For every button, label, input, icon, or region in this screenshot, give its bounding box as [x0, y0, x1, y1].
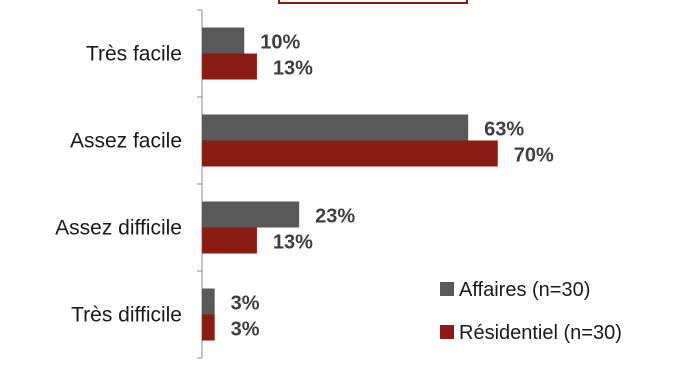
category-label: Assez facile — [70, 130, 182, 153]
data-label: 23% — [315, 206, 355, 228]
bar-residentiel — [202, 314, 215, 341]
category-label: Assez difficile — [55, 217, 182, 240]
labels-layer: Très facile 10% 13% Assez facile 63% 70% Assez… — [55, 32, 554, 341]
bar-affaires — [202, 27, 245, 54]
axis-layer — [197, 9, 203, 359]
bars-layer — [202, 27, 498, 341]
data-label: 63% — [484, 119, 524, 141]
data-label: 13% — [273, 232, 313, 254]
category-label: Très facile — [86, 43, 182, 66]
data-label: 10% — [260, 32, 300, 54]
data-label: 13% — [273, 58, 313, 80]
category-label: Très difficile — [71, 304, 182, 327]
bar-residentiel — [202, 140, 498, 167]
bar-affaires — [202, 288, 215, 315]
legend-label: Résidentiel (n=30) — [459, 322, 622, 344]
cropped-title-box — [278, 0, 468, 4]
legend-label: Affaires (n=30) — [459, 279, 590, 301]
bar-residentiel — [202, 227, 257, 254]
legend-swatch — [440, 325, 454, 339]
legend: Affaires (n=30) Résidentiel (n=30) — [440, 279, 622, 344]
legend-swatch — [440, 282, 454, 296]
bar-affaires — [202, 201, 300, 228]
bar-residentiel — [202, 53, 257, 80]
data-label: 3% — [231, 293, 260, 315]
bar-affaires — [202, 114, 469, 141]
data-label: 70% — [514, 145, 554, 167]
data-label: 3% — [231, 319, 260, 341]
